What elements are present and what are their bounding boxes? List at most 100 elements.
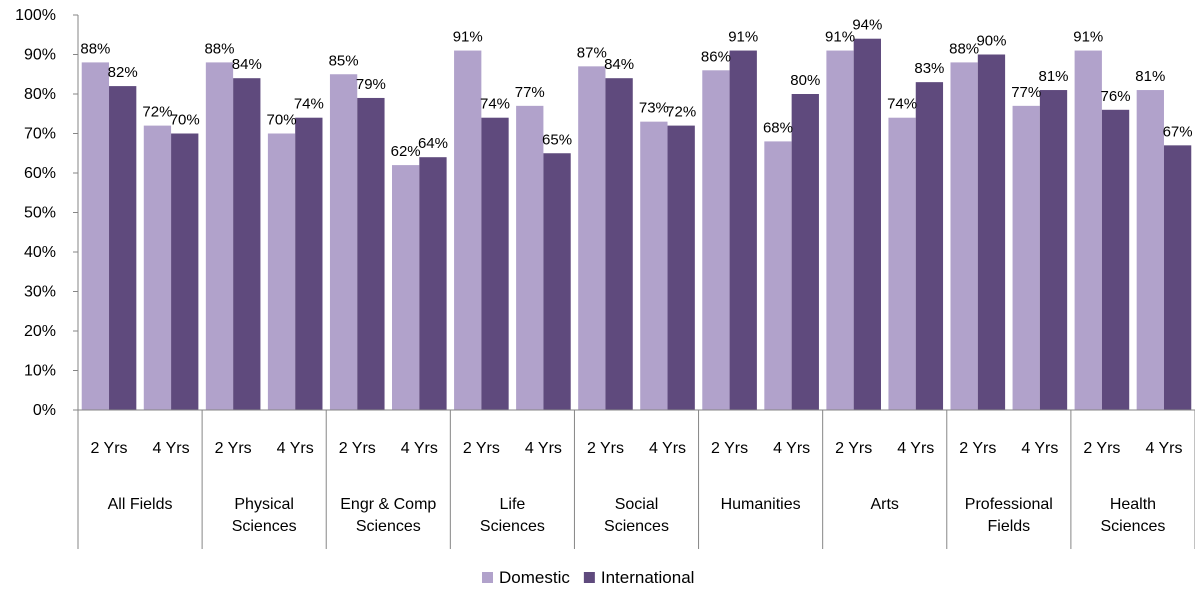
y-tick-label: 20% [24, 323, 56, 340]
data-label: 67% [1163, 123, 1193, 140]
x-subcategory-label: 2 Yrs [463, 440, 500, 457]
bar-international [543, 153, 571, 410]
data-label: 74% [480, 96, 510, 113]
x-group-label: Professional [965, 496, 1053, 513]
data-label: 77% [1011, 84, 1041, 101]
data-label: 74% [294, 96, 324, 113]
data-label: 70% [267, 112, 297, 129]
x-subcategory-label: 4 Yrs [1145, 440, 1182, 457]
data-label: 68% [763, 119, 793, 136]
data-label: 88% [204, 40, 234, 57]
bar-domestic [392, 165, 420, 410]
bar-international [667, 125, 695, 410]
bar-domestic [143, 125, 172, 410]
data-label: 79% [356, 76, 386, 93]
bar-domestic [516, 105, 544, 410]
bar-domestic [764, 141, 792, 410]
bar-domestic [702, 70, 730, 411]
x-group-label: Humanities [721, 496, 801, 513]
x-group-label: Fields [987, 518, 1030, 535]
x-group-label: Physical [234, 496, 294, 513]
bar-international [791, 94, 819, 410]
data-label: 91% [1073, 29, 1103, 46]
bar-domestic [1074, 50, 1102, 411]
y-tick-label: 70% [24, 126, 56, 143]
bar-domestic [267, 133, 296, 410]
data-label: 70% [170, 112, 200, 129]
bar-international [605, 78, 633, 410]
data-label: 72% [142, 104, 172, 121]
x-subcategory-label: 4 Yrs [1021, 440, 1058, 457]
x-subcategory-label: 4 Yrs [525, 440, 562, 457]
y-tick-label: 0% [33, 402, 56, 419]
data-label: 81% [1135, 68, 1165, 85]
x-subcategory-label: 4 Yrs [153, 440, 190, 457]
x-axis: 2 Yrs 4 Yrs All Fields 2 Yrs 4 Yrs Physical Sc… [77, 409, 1195, 549]
bar-domestic [454, 50, 482, 411]
legend-swatch-domestic [482, 572, 493, 583]
bar-international [109, 86, 137, 410]
x-group-label: Sciences [1100, 518, 1165, 535]
x-subcategory-label: 4 Yrs [773, 440, 810, 457]
x-subcategory-label: 4 Yrs [897, 440, 934, 457]
data-labels: 88%82%72%70%88%84%70%74%85%79%62%64%91%7… [80, 17, 1192, 160]
bar-domestic [329, 74, 358, 410]
x-subcategory-label: 4 Yrs [401, 440, 438, 457]
data-label: 88% [949, 40, 979, 57]
x-subcategory-label: 4 Yrs [277, 440, 314, 457]
x-group-label: Life [499, 496, 525, 513]
data-label: 81% [1038, 68, 1068, 85]
bar-international [1163, 145, 1192, 410]
bar-international [915, 82, 944, 411]
x-group-label: Sciences [480, 518, 545, 535]
data-label: 88% [80, 40, 110, 57]
data-label: 85% [329, 52, 359, 69]
x-subcategory-label: 4 Yrs [649, 440, 686, 457]
bar-domestic [81, 62, 110, 411]
data-label: 73% [639, 100, 669, 117]
bar-international [1039, 90, 1068, 411]
bar-domestic [640, 121, 668, 411]
data-label: 91% [728, 29, 758, 46]
y-tick-label: 50% [24, 205, 56, 222]
bars [81, 38, 1192, 411]
data-label: 65% [542, 131, 572, 148]
bar-international [1101, 109, 1130, 411]
bar-international [171, 133, 199, 410]
data-label: 90% [976, 33, 1006, 50]
data-label: 86% [701, 48, 731, 65]
y-axis: 0% 10% 20% 30% 40% 50% 60% 70% 80% 90% 100% [15, 7, 79, 419]
bar-international [977, 54, 1006, 410]
data-label: 84% [232, 56, 262, 73]
data-label: 64% [418, 135, 448, 152]
bar-domestic [950, 62, 978, 411]
bar-international [481, 117, 509, 410]
bar-international [419, 157, 447, 410]
bar-international [357, 97, 385, 410]
bar-international [729, 50, 757, 411]
bar-international [853, 38, 881, 410]
data-label: 82% [108, 64, 138, 81]
y-tick-label: 10% [24, 363, 56, 380]
bar-international [295, 117, 323, 410]
x-subcategory-label: 2 Yrs [90, 440, 127, 457]
bar-domestic [1136, 90, 1164, 411]
x-group-label: All Fields [108, 496, 173, 513]
data-label: 74% [887, 96, 917, 113]
data-label: 77% [515, 84, 545, 101]
x-subcategory-label: 2 Yrs [587, 440, 624, 457]
x-group-label: Sciences [232, 518, 297, 535]
legend-label-domestic: Domestic [499, 568, 570, 587]
data-label: 76% [1101, 88, 1131, 105]
x-subcategory-label: 2 Yrs [215, 440, 252, 457]
bar-domestic [205, 62, 234, 411]
y-tick-label: 60% [24, 165, 56, 182]
data-label: 80% [790, 72, 820, 89]
data-label: 94% [852, 17, 882, 34]
x-subcategory-label: 2 Yrs [959, 440, 996, 457]
x-group-label: Sciences [604, 518, 669, 535]
legend: Domestic International [482, 568, 694, 587]
x-group-label: Health [1110, 496, 1156, 513]
legend-swatch-international [583, 572, 595, 583]
